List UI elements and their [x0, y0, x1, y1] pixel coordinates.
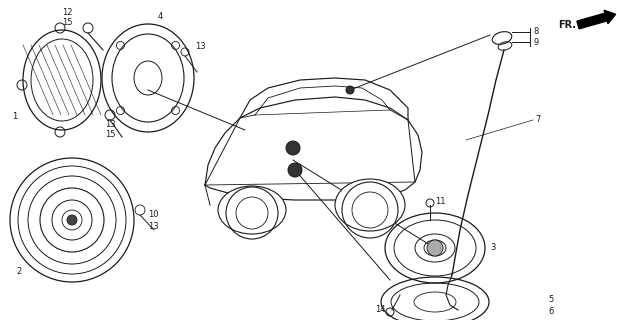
Text: 13: 13 [148, 222, 159, 231]
Text: 6: 6 [548, 307, 553, 316]
Text: 7: 7 [535, 115, 540, 124]
Text: 4: 4 [158, 12, 164, 21]
Text: 5: 5 [548, 295, 553, 304]
Circle shape [67, 215, 77, 225]
Text: 15: 15 [105, 130, 115, 139]
Circle shape [286, 141, 300, 155]
Circle shape [288, 163, 302, 177]
Text: 9: 9 [533, 38, 538, 47]
Text: 2: 2 [16, 267, 21, 276]
Text: 12: 12 [62, 8, 73, 17]
Text: 1: 1 [12, 112, 17, 121]
Circle shape [346, 86, 354, 94]
Text: 11: 11 [435, 197, 445, 206]
Text: 13: 13 [105, 120, 115, 129]
Ellipse shape [335, 179, 405, 231]
Text: 10: 10 [148, 210, 159, 219]
FancyArrow shape [577, 10, 616, 29]
Ellipse shape [218, 186, 286, 234]
Text: 14: 14 [375, 305, 386, 314]
Text: 8: 8 [533, 27, 539, 36]
Text: FR.: FR. [558, 20, 576, 30]
Text: 15: 15 [62, 18, 73, 27]
Text: 13: 13 [195, 42, 205, 51]
Circle shape [427, 240, 443, 256]
Text: 3: 3 [490, 243, 495, 252]
